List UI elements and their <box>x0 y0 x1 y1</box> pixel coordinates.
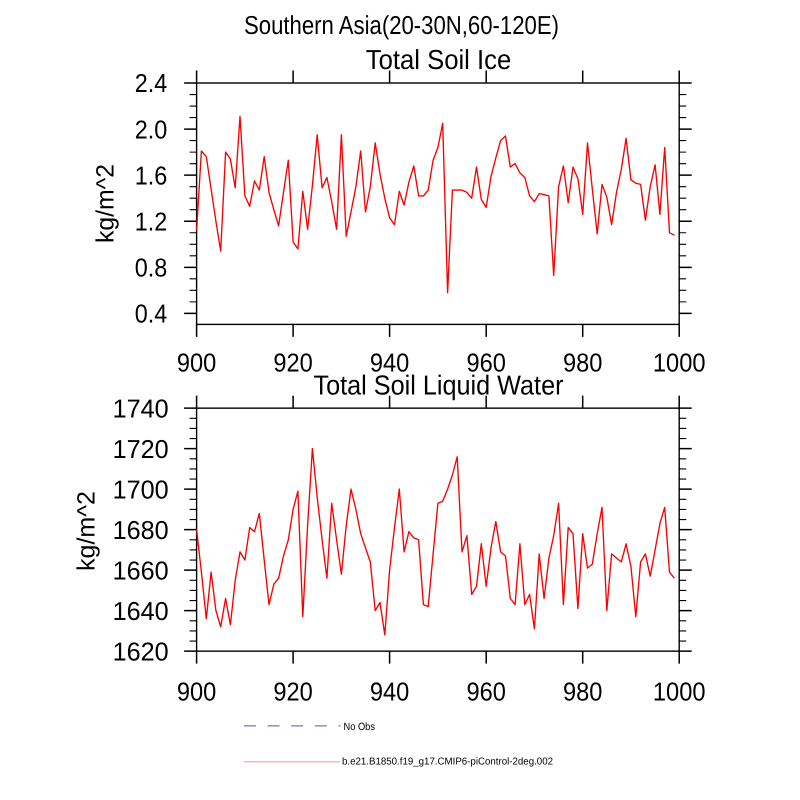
svg-text:Total Soil Liquid Water: Total Soil Liquid Water <box>314 370 564 401</box>
svg-text:1640: 1640 <box>113 596 169 626</box>
svg-text:980: 980 <box>563 677 602 707</box>
svg-text:1680: 1680 <box>113 515 169 545</box>
svg-text:kg/m^2: kg/m^2 <box>92 164 120 243</box>
svg-text:Southern Asia(20-30N,60-120E): Southern Asia(20-30N,60-120E) <box>244 10 559 40</box>
svg-text:960: 960 <box>467 348 506 378</box>
svg-text:1000: 1000 <box>653 677 706 707</box>
svg-text:940: 940 <box>370 348 409 378</box>
svg-text:0.8: 0.8 <box>135 253 168 283</box>
svg-text:900: 900 <box>177 677 216 707</box>
svg-text:1000: 1000 <box>653 348 706 378</box>
svg-text:940: 940 <box>370 677 409 707</box>
svg-text:1720: 1720 <box>113 434 169 464</box>
svg-text:1.2: 1.2 <box>135 206 168 236</box>
svg-text:kg/m^2: kg/m^2 <box>73 491 101 571</box>
svg-text:No Obs: No Obs <box>344 721 376 733</box>
svg-text:2.0: 2.0 <box>135 114 168 144</box>
svg-text:1660: 1660 <box>113 555 169 585</box>
svg-text:b.e21.B1850.f19_g17.CMIP6-piCo: b.e21.B1850.f19_g17.CMIP6-piControl-2deg… <box>342 756 553 767</box>
svg-text:960: 960 <box>467 677 506 707</box>
svg-text:0.4: 0.4 <box>135 299 168 329</box>
svg-text:Total Soil Ice: Total Soil Ice <box>366 44 512 75</box>
svg-text:1620: 1620 <box>113 636 169 666</box>
svg-text:1740: 1740 <box>113 393 169 423</box>
svg-text:920: 920 <box>273 348 312 378</box>
svg-text:2.4: 2.4 <box>135 68 168 98</box>
svg-text:980: 980 <box>563 348 602 378</box>
svg-text:1700: 1700 <box>113 474 169 504</box>
svg-text:900: 900 <box>177 348 216 378</box>
svg-text:920: 920 <box>273 677 312 707</box>
svg-text:1.6: 1.6 <box>135 160 168 190</box>
